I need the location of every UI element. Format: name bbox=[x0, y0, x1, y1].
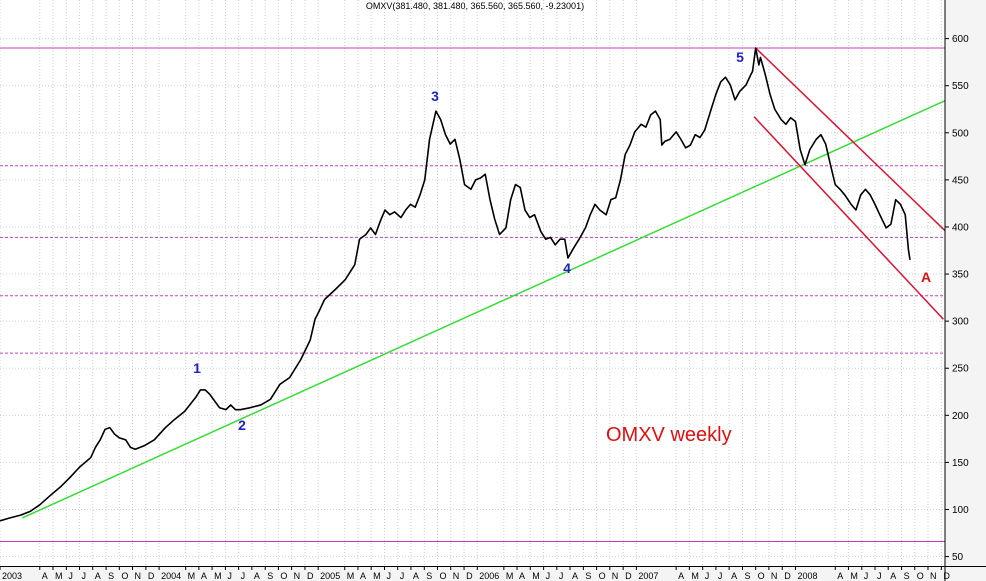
x-tick-label: D bbox=[307, 571, 314, 581]
x-tick-label: M bbox=[188, 571, 196, 581]
x-tick-label: J bbox=[227, 571, 232, 581]
x-tick-label: J bbox=[546, 571, 551, 581]
x-tick-label: M bbox=[214, 571, 222, 581]
header: OMXV(381.480, 381.480, 365.560, 365.560,… bbox=[366, 1, 584, 11]
x-tick-label: J bbox=[387, 571, 392, 581]
x-tick-label: S bbox=[267, 571, 273, 581]
x-tick-label: D bbox=[148, 571, 155, 581]
x-tick-label: D bbox=[466, 571, 473, 581]
x-tick-label: N bbox=[930, 571, 937, 581]
wave-label: 3 bbox=[431, 88, 439, 104]
x-tick-label: S bbox=[744, 571, 750, 581]
x-tick-label: J bbox=[864, 571, 869, 581]
x-tick-label: J bbox=[241, 571, 246, 581]
wave-label: A bbox=[921, 269, 931, 285]
x-tick-label: A bbox=[890, 571, 896, 581]
x-tick-label: N bbox=[612, 571, 619, 581]
x-tick-label: J bbox=[400, 571, 405, 581]
x-tick-label: J bbox=[877, 571, 882, 581]
price-line bbox=[0, 47, 911, 522]
y-tick-label: 400 bbox=[952, 222, 969, 233]
x-tick-label: S bbox=[904, 571, 910, 581]
x-tick-label: 2004 bbox=[161, 571, 181, 581]
wave-label: 4 bbox=[563, 260, 571, 276]
y-tick-label: 450 bbox=[952, 175, 969, 186]
x-tick-label: S bbox=[585, 571, 591, 581]
x-tick-label: 2005 bbox=[320, 571, 340, 581]
x-tick-label: M bbox=[532, 571, 540, 581]
y-tick-label: 300 bbox=[952, 317, 969, 328]
x-tick-label: 2003 bbox=[2, 571, 22, 581]
x-tick-label: A bbox=[360, 571, 366, 581]
x-tick-label: M bbox=[55, 571, 63, 581]
grid bbox=[0, 0, 945, 566]
y-tick-label: 100 bbox=[952, 505, 969, 516]
x-tick-label: S bbox=[108, 571, 114, 581]
x-tick-label: M bbox=[506, 571, 514, 581]
x-tick-label: A bbox=[95, 571, 101, 581]
y-tick-label: 250 bbox=[952, 364, 969, 375]
x-tick-label: M bbox=[850, 571, 858, 581]
x-tick-label: J bbox=[68, 571, 73, 581]
x-tick-label: A bbox=[837, 571, 843, 581]
x-tick-label: A bbox=[254, 571, 260, 581]
x-tick-label: O bbox=[917, 571, 924, 581]
y-tick-label: 150 bbox=[952, 458, 969, 469]
plot bbox=[0, 47, 945, 543]
x-tick-label: O bbox=[440, 571, 447, 581]
trendline bbox=[21, 99, 945, 519]
x-tick-label: O bbox=[758, 571, 765, 581]
wave-label: 5 bbox=[736, 49, 744, 65]
y-tick-label: 550 bbox=[952, 81, 969, 92]
x-tick-label: N bbox=[453, 571, 460, 581]
x-tick-label: M bbox=[347, 571, 355, 581]
x-tick-label: A bbox=[572, 571, 578, 581]
x-tick-label: J bbox=[82, 571, 87, 581]
x-tick-label: O bbox=[121, 571, 128, 581]
x-tick-label: D bbox=[784, 571, 791, 581]
x-tick-label: A bbox=[201, 571, 207, 581]
x-tick-label: A bbox=[519, 571, 525, 581]
x-tick-label: S bbox=[426, 571, 432, 581]
x-tick-label: N bbox=[771, 571, 778, 581]
y-tick-label: 50 bbox=[952, 552, 964, 563]
x-tick-label: 2008 bbox=[797, 571, 817, 581]
x-tick-label: D bbox=[625, 571, 632, 581]
x-tick-label: A bbox=[731, 571, 737, 581]
x-tick-label: M bbox=[373, 571, 381, 581]
x-tick-label: O bbox=[280, 571, 287, 581]
y-tick-label: 200 bbox=[952, 411, 969, 422]
x-tick-label: A bbox=[678, 571, 684, 581]
x-tick-label: 2007 bbox=[638, 571, 658, 581]
x-tick-label: A bbox=[42, 571, 48, 581]
x-tick-label: M bbox=[691, 571, 699, 581]
plot-area bbox=[0, 0, 945, 566]
y-tick-label: 350 bbox=[952, 270, 969, 281]
y-tick-label: 500 bbox=[952, 128, 969, 139]
x-tick-label: D bbox=[943, 571, 950, 581]
x-tick-label: J bbox=[705, 571, 710, 581]
x-tick-label: N bbox=[135, 571, 142, 581]
x-tick-label: N bbox=[294, 571, 301, 581]
x-tick-label: J bbox=[718, 571, 723, 581]
x-tick-label: J bbox=[559, 571, 564, 581]
x-tick-label: 2006 bbox=[479, 571, 499, 581]
wave-label: 1 bbox=[193, 360, 201, 376]
y-tick-label: 600 bbox=[952, 34, 969, 45]
chart-note: OMXV weekly bbox=[606, 424, 732, 446]
trendline bbox=[755, 47, 945, 232]
x-tick-label: O bbox=[599, 571, 606, 581]
wave-label: 2 bbox=[238, 417, 246, 433]
x-tick-label: A bbox=[413, 571, 419, 581]
trendline bbox=[753, 116, 944, 320]
